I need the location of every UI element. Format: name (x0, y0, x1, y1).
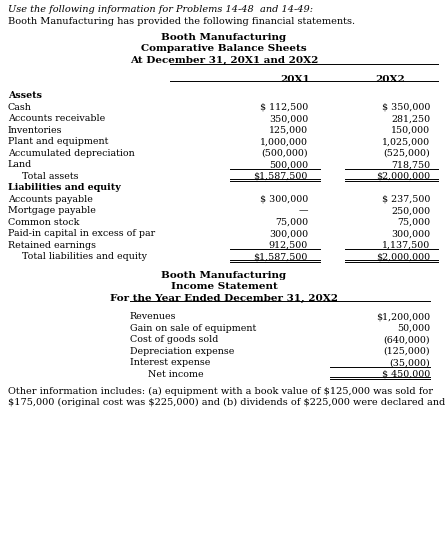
Text: 1,000,000: 1,000,000 (260, 137, 308, 146)
Text: Depreciation expense: Depreciation expense (130, 347, 234, 355)
Text: 281,250: 281,250 (391, 114, 430, 123)
Text: Booth Manufacturing has provided the following financial statements.: Booth Manufacturing has provided the fol… (8, 16, 355, 26)
Text: 1,137,500: 1,137,500 (382, 241, 430, 250)
Text: Gain on sale of equipment: Gain on sale of equipment (130, 324, 256, 332)
Text: Cost of goods sold: Cost of goods sold (130, 335, 218, 344)
Text: Retained earnings: Retained earnings (8, 241, 96, 250)
Text: For the Year Ended December 31, 20X2: For the Year Ended December 31, 20X2 (110, 294, 338, 302)
Text: (125,000): (125,000) (383, 347, 430, 355)
Text: Paid-in capital in excess of par: Paid-in capital in excess of par (8, 229, 155, 238)
Text: 250,000: 250,000 (391, 206, 430, 215)
Text: $1,587,500: $1,587,500 (254, 252, 308, 261)
Text: $175,000 (original cost was $225,000) and (b) dividends of $225,000 were declare: $175,000 (original cost was $225,000) an… (8, 398, 448, 408)
Text: 20X1: 20X1 (280, 75, 310, 84)
Text: Accounts payable: Accounts payable (8, 195, 93, 204)
Text: Net income: Net income (148, 370, 204, 379)
Text: 500,000: 500,000 (269, 160, 308, 169)
Text: 1,025,000: 1,025,000 (382, 137, 430, 146)
Text: Interest expense: Interest expense (130, 358, 211, 367)
Text: Revenues: Revenues (130, 312, 177, 321)
Text: Total liabilities and equity: Total liabilities and equity (22, 252, 147, 261)
Text: $1,200,000: $1,200,000 (376, 312, 430, 321)
Text: (525,000): (525,000) (383, 149, 430, 158)
Text: 125,000: 125,000 (269, 126, 308, 135)
Text: 912,500: 912,500 (269, 241, 308, 250)
Text: Common stock: Common stock (8, 218, 79, 227)
Text: Other information includes: (a) equipment with a book value of $125,000 was sold: Other information includes: (a) equipmen… (8, 387, 433, 396)
Text: Accounts receivable: Accounts receivable (8, 114, 105, 123)
Text: 75,000: 75,000 (397, 218, 430, 227)
Text: Cash: Cash (8, 103, 32, 112)
Text: Mortgage payable: Mortgage payable (8, 206, 96, 215)
Text: 300,000: 300,000 (269, 229, 308, 238)
Text: $1,587,500: $1,587,500 (254, 172, 308, 181)
Text: Accumulated depreciation: Accumulated depreciation (8, 149, 135, 158)
Text: $2,000,000: $2,000,000 (376, 252, 430, 261)
Text: 75,000: 75,000 (275, 218, 308, 227)
Text: Booth Manufacturing: Booth Manufacturing (161, 33, 287, 41)
Text: Income Statement: Income Statement (171, 282, 277, 291)
Text: —: — (298, 206, 308, 215)
Text: $ 350,000: $ 350,000 (382, 103, 430, 112)
Text: 150,000: 150,000 (391, 126, 430, 135)
Text: (640,000): (640,000) (383, 335, 430, 344)
Text: Inventories: Inventories (8, 126, 63, 135)
Text: 718,750: 718,750 (391, 160, 430, 169)
Text: $2,000,000: $2,000,000 (376, 172, 430, 181)
Text: Land: Land (8, 160, 32, 169)
Text: At December 31, 20X1 and 20X2: At December 31, 20X1 and 20X2 (130, 56, 318, 65)
Text: Booth Manufacturing: Booth Manufacturing (161, 271, 287, 280)
Text: (500,000): (500,000) (261, 149, 308, 158)
Text: $ 450,000: $ 450,000 (382, 370, 430, 379)
Text: Comparative Balance Sheets: Comparative Balance Sheets (141, 44, 307, 53)
Text: $ 300,000: $ 300,000 (260, 195, 308, 204)
Text: 300,000: 300,000 (391, 229, 430, 238)
Text: 50,000: 50,000 (397, 324, 430, 332)
Text: Total assets: Total assets (22, 172, 78, 181)
Text: $ 112,500: $ 112,500 (260, 103, 308, 112)
Text: (35,000): (35,000) (389, 358, 430, 367)
Text: Liabilities and equity: Liabilities and equity (8, 183, 121, 192)
Text: Use the following information for Problems 14-48  and 14-49:: Use the following information for Proble… (8, 5, 313, 14)
Text: 350,000: 350,000 (269, 114, 308, 123)
Text: Assets: Assets (8, 91, 42, 100)
Text: $ 237,500: $ 237,500 (382, 195, 430, 204)
Text: Plant and equipment: Plant and equipment (8, 137, 108, 146)
Text: 20X2: 20X2 (375, 75, 405, 84)
